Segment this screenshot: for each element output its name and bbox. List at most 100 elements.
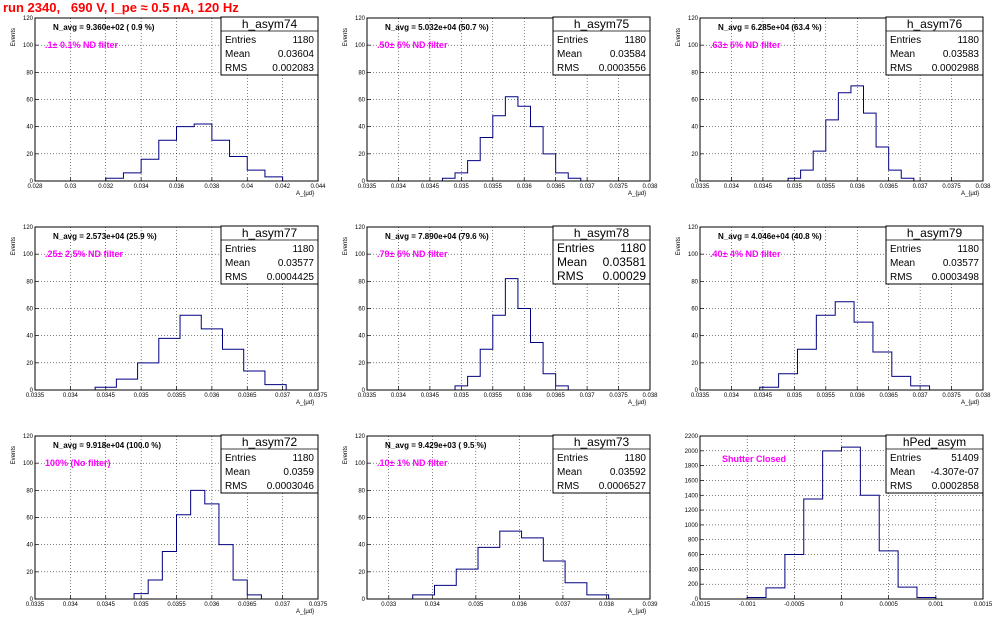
histogram-panel-h_asym75: 0.0335 0.034 0.0345 0.035 0.0355 0.036 0.0365 0… (343, 16, 658, 197)
y-tick-label: 120 (688, 225, 699, 231)
y-tick-label: 60 (26, 98, 33, 104)
x-tick-label: 0.0335 (26, 602, 45, 608)
y-tick-label: 40 (691, 334, 698, 340)
x-tick-label: 0.0375 (942, 393, 961, 399)
plot-frame (699, 226, 984, 391)
stats-rms-value: 0.0002858 (932, 481, 980, 492)
stats-rms-label: RMS (890, 481, 913, 492)
plot-frame (699, 435, 984, 600)
histogram-bin (177, 515, 191, 599)
histogram-bin (518, 106, 531, 181)
stats-entries-label: Entries (557, 35, 588, 46)
stats-rms-label: RMS (225, 481, 248, 492)
x-tick-label: 0.035 (134, 602, 150, 608)
stats-entries-label: Entries (890, 244, 921, 255)
histogram-bin (180, 315, 201, 390)
n-avg-label: N_avg = 2.573e+04 (25.9 %) (53, 232, 157, 241)
x-tick-label: 0.0345 (97, 602, 116, 608)
histogram-bin (785, 555, 804, 599)
histogram-bin (797, 349, 816, 390)
stats-box (885, 16, 984, 76)
x-tick-label: 0.035 (134, 393, 150, 399)
y-tick-label: 80 (358, 279, 365, 285)
x-tick-label: 0.039 (642, 602, 658, 608)
histogram-bin (194, 124, 212, 181)
y-tick-label: 20 (691, 361, 698, 367)
histogram-line (759, 301, 931, 390)
filter-label: .40± 4% ND filter (710, 249, 781, 259)
stats-entries-value: 1180 (624, 453, 646, 464)
x-tick-label: 0.0005 (879, 602, 898, 608)
x-tick-label: 0.037 (580, 393, 596, 399)
x-axis-label: A_{μd} (296, 400, 314, 406)
y-axis-label: Events (676, 237, 682, 255)
x-tick-label: 0.0355 (484, 393, 503, 399)
y-tick-label: 40 (26, 543, 33, 549)
stats-entries-value: 1180 (292, 35, 314, 46)
histogram-bin (531, 127, 544, 181)
x-tick-label: 0.036 (204, 393, 220, 399)
x-axis-label: A_{μd} (296, 609, 314, 615)
x-tick-label: 0.04 (241, 184, 253, 190)
stats-mean-value: 0.03581 (603, 255, 647, 269)
stats-entries-value: 1180 (292, 453, 314, 464)
histogram-bin (543, 561, 565, 599)
y-tick-label: 80 (691, 279, 698, 285)
x-tick-label: 0.0335 (691, 393, 710, 399)
histogram-bin (911, 386, 930, 390)
x-tick-label: 0.034 (391, 393, 407, 399)
histogram-bin (518, 309, 531, 391)
histogram-panel-h_asym77: 0.0335 0.034 0.0345 0.035 0.0355 0.036 0.0365 0… (11, 225, 328, 406)
histogram-bin (522, 538, 544, 599)
x-tick-label: 0.035 (468, 602, 484, 608)
y-tick-label: 0 (30, 388, 34, 394)
y-tick-label: 120 (23, 225, 34, 231)
n-avg-label: N_avg = 9.918e+04 (100.0 %) (53, 441, 161, 450)
histogram-line (133, 489, 262, 599)
x-tick-label: 0.037 (913, 393, 929, 399)
y-tick-label: 1200 (685, 508, 699, 514)
stats-entries-label: Entries (557, 241, 594, 255)
histogram-bin (480, 349, 493, 390)
histogram-bin (205, 504, 219, 599)
n-avg-label: N_avg = 4.046e+04 (40.8 %) (718, 232, 822, 241)
stats-rms-label: RMS (557, 481, 580, 492)
y-tick-label: 2000 (685, 449, 699, 455)
histogram-bin (851, 86, 864, 181)
x-axis-label: A_{μd} (296, 191, 314, 197)
y-tick-label: 0 (362, 597, 366, 603)
histogram-line (105, 123, 284, 181)
x-tick-label: 0.035 (787, 393, 803, 399)
stats-mean-label: Mean (890, 49, 915, 60)
histogram-bin (864, 113, 877, 181)
histogram-bin (247, 170, 265, 181)
x-tick-label: 0.0335 (691, 184, 710, 190)
y-tick-label: 120 (688, 16, 699, 22)
stats-mean-label: Mean (225, 49, 250, 60)
x-tick-label: 0.0345 (754, 184, 773, 190)
stats-mean-value: 0.03592 (610, 467, 647, 478)
filter-label: .25± 2.5% ND filter (45, 249, 123, 259)
filter-label: .79± 5% ND filter (377, 249, 448, 259)
histogram-bin (842, 447, 861, 599)
stats-entries-value: 1180 (620, 241, 646, 255)
histogram-bin (766, 588, 785, 599)
y-tick-label: 60 (691, 307, 698, 313)
stats-mean-label: Mean (890, 258, 915, 269)
y-tick-label: 0 (695, 597, 699, 603)
y-tick-label: 1000 (685, 523, 699, 529)
x-tick-label: 0.0375 (609, 393, 628, 399)
stats-rms-label: RMS (557, 269, 584, 283)
x-tick-label: 0.0345 (97, 393, 116, 399)
histogram-bin (159, 338, 180, 390)
histogram-bin (265, 385, 286, 390)
y-tick-label: 80 (26, 279, 33, 285)
histogram-bin (556, 386, 569, 390)
y-tick-label: 2200 (685, 434, 699, 440)
y-tick-label: 20 (26, 361, 33, 367)
histogram-panel-hPed_asym: -0.0015 -0.001 -0.0005 0 0.0005 0.001 0.0015 0 2… (685, 434, 993, 608)
histogram-bin (230, 157, 248, 181)
y-tick-label: 400 (688, 567, 699, 573)
y-tick-label: 60 (358, 98, 365, 104)
